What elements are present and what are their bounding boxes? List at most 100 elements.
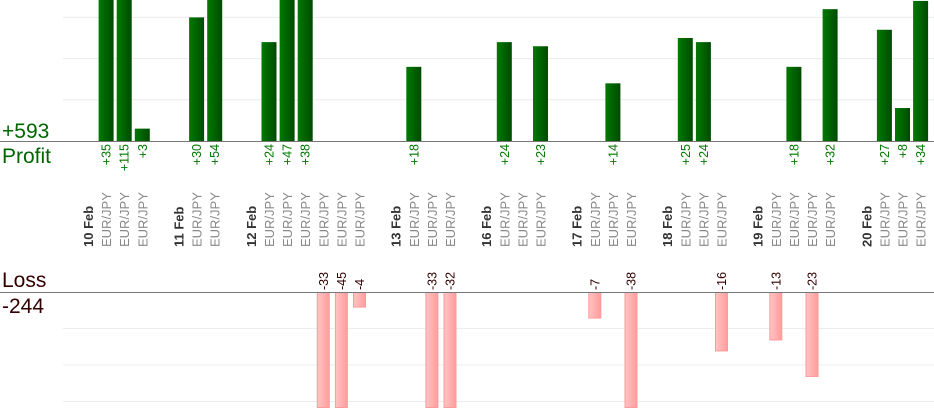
symbol-label: EUR/JPY <box>696 192 711 247</box>
loss-bar <box>334 292 348 408</box>
date-label: 12 Feb <box>244 206 259 247</box>
loss-bar <box>353 292 366 308</box>
profit-bar <box>98 0 114 141</box>
symbol-label: EUR/JPY <box>624 192 639 247</box>
loss-value-label: -33 <box>317 272 331 290</box>
symbol-label: EUR/JPY <box>135 192 150 247</box>
profit-bar <box>496 42 512 142</box>
profit-value-label: +34 <box>914 144 928 165</box>
profit-value-label: +54 <box>208 144 222 165</box>
profit-bar <box>895 108 910 141</box>
loss-bar <box>316 292 330 408</box>
profit-bar <box>533 46 548 141</box>
profit-bar <box>279 0 295 141</box>
symbol-label: EUR/JPY <box>262 192 277 247</box>
loss-value-label: -13 <box>769 272 783 290</box>
profit-value-label: +14 <box>606 144 620 165</box>
symbol-label: EUR/JPY <box>117 192 132 247</box>
profit-value-label: +23 <box>534 144 548 165</box>
symbol-label: EUR/JPY <box>715 192 730 247</box>
date-label: 17 Feb <box>570 206 585 247</box>
symbol-label: EUR/JPY <box>353 192 368 247</box>
symbol-label: EUR/JPY <box>606 192 621 247</box>
symbol-label: EUR/JPY <box>877 192 892 247</box>
symbol-label: EUR/JPY <box>896 192 911 247</box>
profit-bar <box>822 9 838 141</box>
profit-bar <box>207 0 223 141</box>
profit-value-label: +24 <box>498 144 512 165</box>
symbol-label: EUR/JPY <box>823 192 838 247</box>
date-label: 10 Feb <box>81 206 96 247</box>
symbol-label: EUR/JPY <box>280 192 295 247</box>
date-label: 13 Feb <box>389 206 404 247</box>
profit-value-label: +30 <box>190 144 204 165</box>
profit-bar <box>261 42 277 142</box>
loss-value-label: -7 <box>588 279 602 290</box>
profit-value-label: +18 <box>787 144 801 165</box>
loss-value-label: -33 <box>425 272 439 290</box>
profit-value-label: +47 <box>281 144 295 165</box>
profit-bars <box>98 0 929 142</box>
loss-bar <box>425 292 439 408</box>
symbol-label: EUR/JPY <box>407 192 422 247</box>
profit-bar <box>695 42 711 142</box>
profit-total: +593 <box>2 120 49 143</box>
loss-label: Loss <box>2 269 46 292</box>
profit-bar <box>786 66 802 141</box>
symbol-label: EUR/JPY <box>208 192 223 247</box>
loss-value-label: -45 <box>335 272 349 290</box>
loss-bar <box>588 292 602 319</box>
date-label: 16 Feb <box>479 206 494 247</box>
profit-value-label: +35 <box>100 144 114 165</box>
symbol-label: EUR/JPY <box>515 192 530 247</box>
symbol-label: EUR/JPY <box>787 192 802 247</box>
profit-value-label: +27 <box>878 144 892 165</box>
loss-bar <box>443 292 457 408</box>
loss-value-label: -4 <box>353 279 367 290</box>
profit-value-label: +25 <box>679 144 693 165</box>
symbol-label: EUR/JPY <box>914 192 929 247</box>
symbol-label: EUR/JPY <box>497 192 512 247</box>
loss-value-label: -23 <box>806 272 820 290</box>
symbol-label: EUR/JPY <box>298 192 313 247</box>
date-label: 20 Feb <box>859 206 874 247</box>
profit-bar <box>116 0 132 141</box>
profit-value-label: +3 <box>136 144 150 158</box>
profit-value-label: +24 <box>263 144 277 165</box>
profit-bar <box>406 66 422 141</box>
profit-bar <box>913 0 929 142</box>
profit-bar <box>677 38 693 141</box>
symbol-label: EUR/JPY <box>769 192 784 247</box>
loss-bar <box>769 292 783 341</box>
loss-bars <box>316 292 819 408</box>
profit-bar <box>605 83 621 141</box>
symbol-label: EUR/JPY <box>443 192 458 247</box>
profit-value-label: +115 <box>118 144 132 171</box>
loss-bar <box>624 292 638 408</box>
profit-value-label: +18 <box>407 144 421 165</box>
profit-value-label: +8 <box>896 144 910 158</box>
symbol-label: EUR/JPY <box>99 192 114 247</box>
symbol-label: EUR/JPY <box>316 192 331 247</box>
profit-value-label: +32 <box>824 144 838 165</box>
profit-value-label: +24 <box>697 144 711 165</box>
loss-total: -244 <box>2 295 44 318</box>
symbol-label: EUR/JPY <box>190 192 205 247</box>
date-label: 18 Feb <box>660 206 675 247</box>
symbol-label: EUR/JPY <box>534 192 549 247</box>
loss-bar <box>715 292 728 352</box>
symbol-label: EUR/JPY <box>588 192 603 247</box>
profit-bar <box>297 0 313 141</box>
symbol-label: EUR/JPY <box>425 192 440 247</box>
symbol-label: EUR/JPY <box>334 192 349 247</box>
loss-bar <box>805 292 819 377</box>
loss-value-label: -16 <box>715 272 729 290</box>
date-label: 11 Feb <box>172 206 187 247</box>
loss-value-label: -38 <box>625 272 639 290</box>
profit-bar <box>876 29 892 141</box>
profit-bar <box>189 17 205 141</box>
date-label: 19 Feb <box>751 206 766 247</box>
profit-label: Profit <box>2 145 51 168</box>
symbol-label: EUR/JPY <box>805 192 820 247</box>
